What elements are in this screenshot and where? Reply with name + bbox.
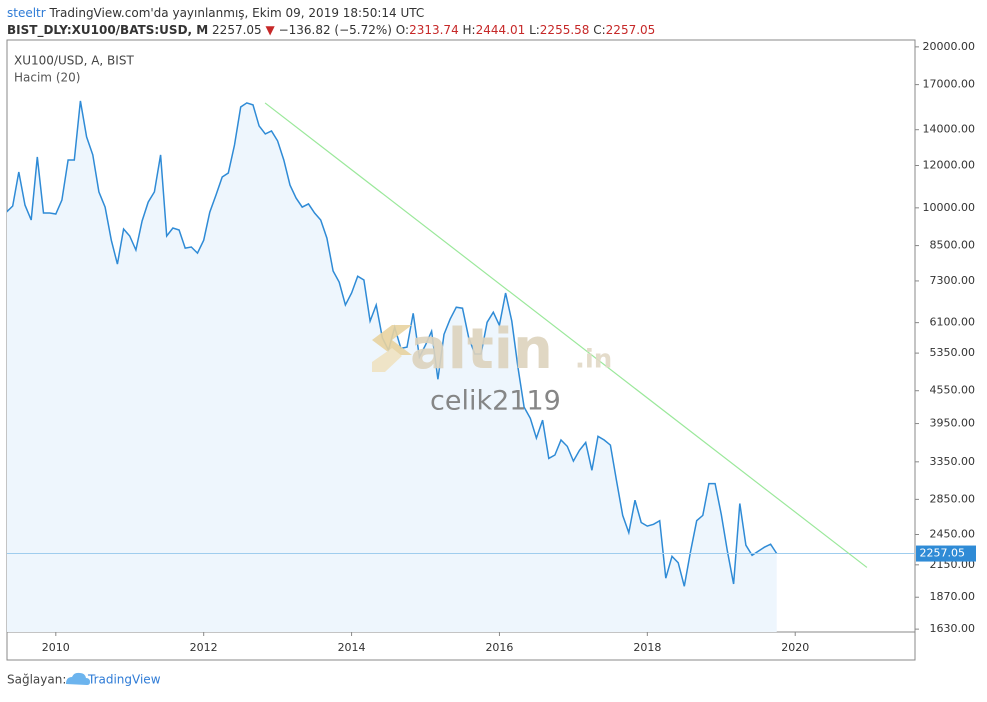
x-tick-label: 2016 <box>485 641 513 654</box>
watermark-suffix: .in <box>575 345 612 375</box>
x-tick-label: 2020 <box>781 641 809 654</box>
low-value: 2255.58 <box>540 23 590 37</box>
y-tick-label: 10000.00 <box>923 201 976 214</box>
y-tick-label: 6100.00 <box>930 316 976 329</box>
y-tick-label: 5350.00 <box>930 346 976 359</box>
low-label: L: <box>529 23 540 37</box>
x-tick-label: 2010 <box>42 641 70 654</box>
y-tick-label: 3350.00 <box>930 455 976 468</box>
watermark-user: celik2119 <box>430 386 561 417</box>
y-tick-label: 12000.00 <box>923 159 976 172</box>
watermark: altin .in celik2119 <box>372 317 612 417</box>
y-tick-label: 14000.00 <box>923 123 976 136</box>
published: TradingView.com'da yayınlanmış, Ekim 09,… <box>49 6 425 20</box>
brand-icon <box>66 672 90 685</box>
x-tick-label: 2012 <box>190 641 218 654</box>
published-line: steeltr TradingView.com'da yayınlanmış, … <box>7 6 424 20</box>
change-arrow: ▼ <box>266 23 276 37</box>
last-price-label: 2257.05 <box>920 547 966 560</box>
y-tick-label: 17000.00 <box>923 78 976 91</box>
high-label: H: <box>463 23 476 37</box>
x-tick-label: 2018 <box>633 641 661 654</box>
y-tick-label: 8500.00 <box>930 239 976 252</box>
close-label: C: <box>593 23 605 37</box>
y-tick-label: 2450.00 <box>930 527 976 540</box>
footer-brand[interactable]: TradingView <box>87 673 161 687</box>
y-tick-label: 3950.00 <box>930 417 976 430</box>
last-price: 2257.05 <box>212 23 262 37</box>
open-label: O: <box>396 23 409 37</box>
area <box>7 100 777 632</box>
y-tick-label: 2850.00 <box>930 492 976 505</box>
y-tick-label: 1870.00 <box>930 590 976 603</box>
legend-symbol: XU100/USD, A, BIST <box>14 54 134 68</box>
y-tick-label: 20000.00 <box>923 40 976 53</box>
close-value: 2257.05 <box>606 23 656 37</box>
y-tick-label: 4550.00 <box>930 384 976 397</box>
symbol: BIST_DLY:XU100/BATS:USD, M <box>7 23 208 38</box>
quote-line: BIST_DLY:XU100/BATS:USD, M 2257.05 ▼ −13… <box>7 23 655 38</box>
trendline <box>264 102 868 568</box>
logo-chevron <box>372 325 412 355</box>
footer-label: Sağlayan: <box>7 673 66 687</box>
author[interactable]: steeltr <box>7 6 46 20</box>
y-tick-label: 1630.00 <box>930 622 976 635</box>
watermark-logo: altin <box>410 317 553 382</box>
high-value: 2444.01 <box>476 23 526 37</box>
x-tick-label: 2014 <box>338 641 366 654</box>
open-value: 2313.74 <box>409 23 459 37</box>
last-price-box <box>916 545 976 562</box>
change: −136.82 (−5.72%) <box>279 23 392 37</box>
logo-chevron <box>372 348 402 372</box>
legend-volume: Hacim (20) <box>14 71 80 85</box>
y-tick-label: 7300.00 <box>930 274 976 287</box>
